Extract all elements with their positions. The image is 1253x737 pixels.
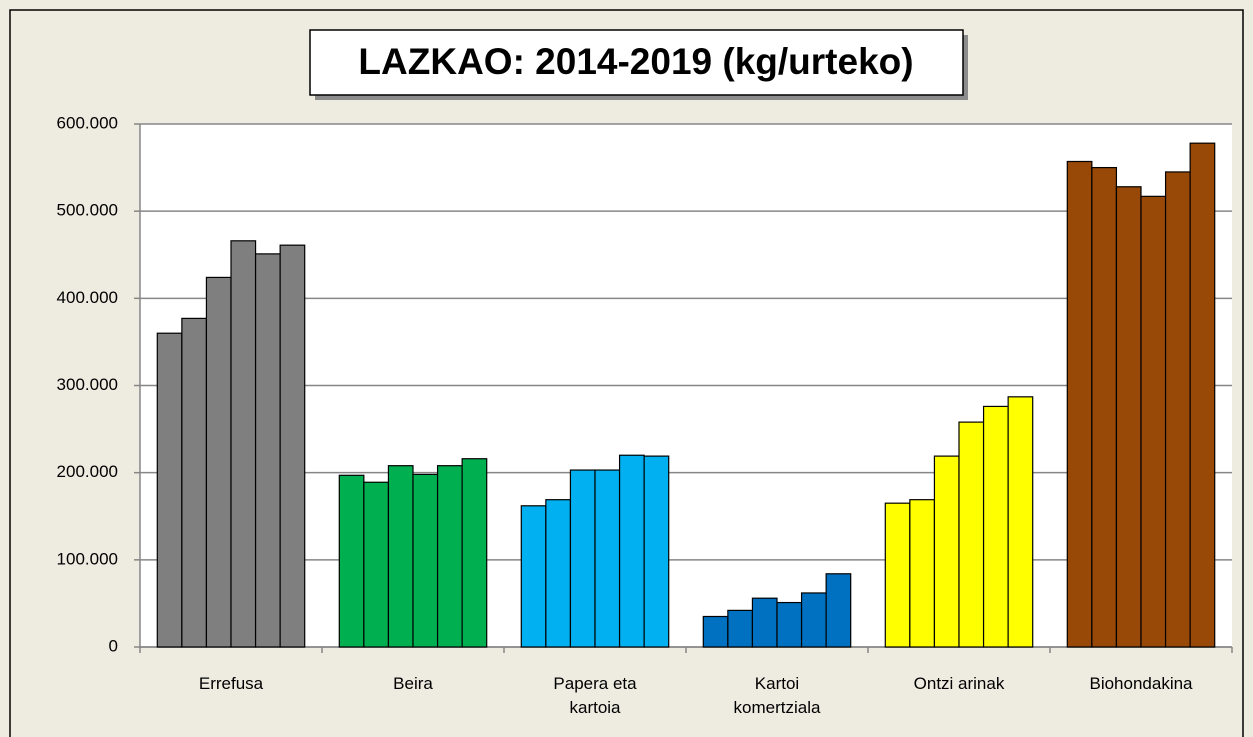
y-tick-label: 0 <box>109 636 118 655</box>
y-tick-label: 200.000 <box>57 462 118 481</box>
bar <box>702 615 729 648</box>
bar <box>1007 396 1034 648</box>
bar <box>1140 195 1167 648</box>
bar <box>569 469 596 648</box>
bar <box>254 253 281 648</box>
bar <box>800 592 827 648</box>
bar <box>982 405 1009 648</box>
y-tick-label: 500.000 <box>57 201 118 220</box>
x-tick-label: Kartoi komertziala <box>733 674 821 717</box>
chart-title: LAZKAO: 2014-2019 (kg/urteko) <box>358 41 913 82</box>
bar <box>363 481 390 648</box>
bar <box>1066 160 1093 648</box>
bar <box>230 240 257 648</box>
bar <box>181 317 208 648</box>
bar <box>1189 142 1216 648</box>
bar <box>156 332 183 648</box>
bar <box>618 454 645 648</box>
x-tick-label: Errefusa <box>198 674 264 693</box>
bar <box>461 458 488 648</box>
bar <box>387 465 414 648</box>
bar <box>1091 166 1118 648</box>
bar <box>1164 171 1191 648</box>
bar <box>205 276 232 648</box>
bar <box>933 455 960 648</box>
bar <box>594 469 621 648</box>
x-tick-label: Beira <box>393 674 433 693</box>
y-tick-label: 600.000 <box>57 113 118 132</box>
bar <box>436 465 463 648</box>
bar <box>909 499 936 648</box>
bar <box>279 244 306 648</box>
x-tick-label: Papera eta kartoia <box>553 674 637 717</box>
bar <box>825 573 852 648</box>
bar <box>776 601 803 648</box>
title-box <box>309 29 964 96</box>
y-tick-label: 400.000 <box>57 288 118 307</box>
bar <box>751 597 778 648</box>
y-tick-label: 100.000 <box>57 549 118 568</box>
bar <box>520 505 547 648</box>
bar <box>338 474 365 648</box>
bar <box>412 473 439 648</box>
y-tick-label: 300.000 <box>57 375 118 394</box>
bar <box>545 499 572 648</box>
bar <box>727 609 754 648</box>
bar <box>643 455 670 648</box>
bar <box>1115 186 1142 648</box>
bar <box>884 502 911 648</box>
x-tick-label: Ontzi arinak <box>913 674 1005 693</box>
x-tick-label: Biohondakina <box>1089 674 1193 693</box>
bar <box>958 421 985 648</box>
